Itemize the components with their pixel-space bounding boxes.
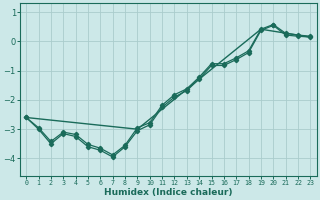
X-axis label: Humidex (Indice chaleur): Humidex (Indice chaleur) [104, 188, 233, 197]
